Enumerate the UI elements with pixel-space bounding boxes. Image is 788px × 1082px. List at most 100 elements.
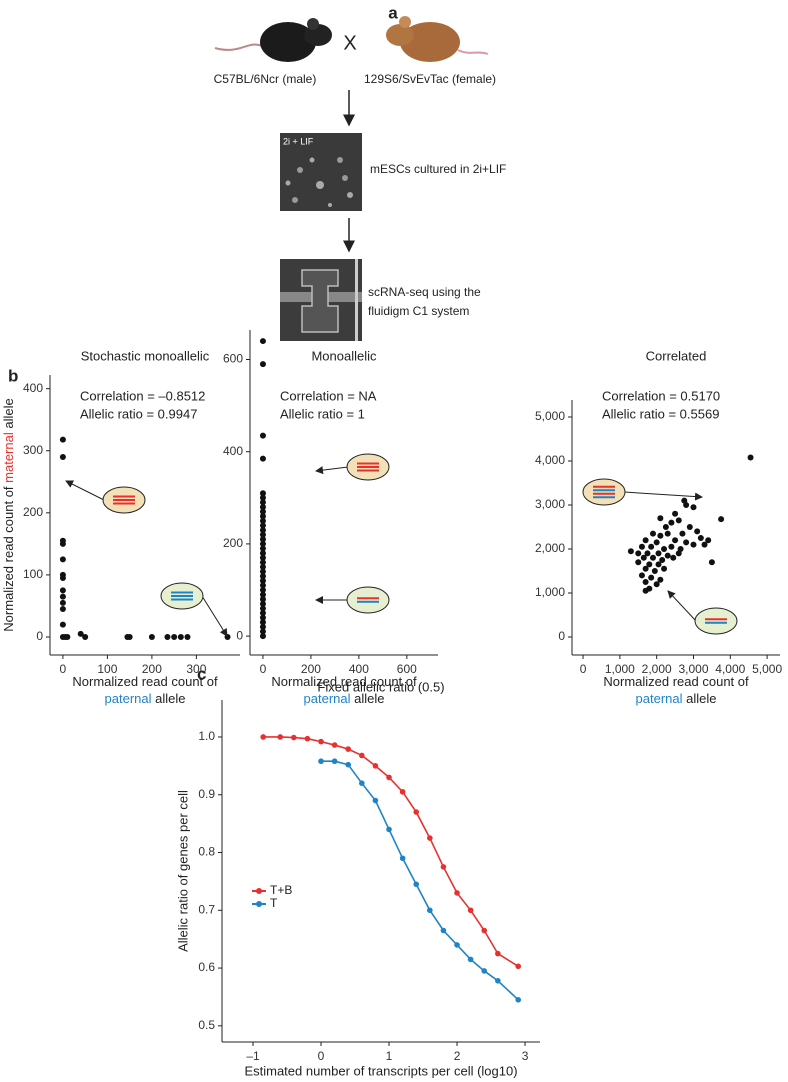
point: [259, 582, 266, 589]
label-part: allele: [351, 691, 385, 706]
point: [386, 826, 392, 833]
point: [259, 550, 266, 557]
x-tick-label: 0: [318, 1049, 325, 1063]
point: [59, 606, 66, 613]
y-tick-label: 0.6: [198, 960, 215, 974]
point: [372, 797, 379, 804]
point: [259, 338, 266, 345]
point: [648, 543, 655, 550]
point: [515, 997, 522, 1003]
x-tick-label: 1: [386, 1049, 393, 1063]
callout-arrow: [315, 466, 349, 475]
axis-label: Normalized read count of maternal allele: [1, 398, 16, 631]
x-tick-label: 0: [260, 662, 267, 676]
axis-label: Normalized read count of: [72, 674, 218, 689]
point: [668, 543, 675, 550]
point: [467, 907, 474, 914]
x-tick-label: 5,000: [752, 662, 782, 676]
x-tick-label: 200: [142, 662, 162, 676]
y-axis-label: Allelic ratio of genes per cell: [175, 790, 190, 952]
point: [224, 633, 231, 640]
point: [690, 541, 697, 548]
y-tick-label: 3,000: [535, 497, 565, 511]
point: [657, 576, 664, 583]
label-part: paternal: [304, 691, 351, 706]
callout-arrow: [667, 590, 697, 622]
point: [427, 907, 433, 914]
x-tick-label: 0: [580, 662, 587, 676]
point: [59, 436, 66, 443]
point: [627, 548, 634, 555]
point: [664, 530, 671, 537]
y-tick-label: 200: [23, 505, 43, 519]
point: [259, 591, 266, 598]
brown-mouse: [386, 16, 489, 62]
point: [694, 528, 701, 535]
point: [259, 600, 266, 607]
point: [59, 540, 66, 547]
point: [690, 504, 697, 511]
point: [672, 510, 679, 517]
point: [331, 742, 338, 748]
point: [259, 536, 266, 543]
label-part: Normalized read count of: [1, 483, 16, 632]
point: [642, 537, 649, 544]
point: [259, 455, 266, 462]
axis-label: Normalized read count of: [271, 674, 417, 689]
point: [648, 574, 655, 581]
point: [177, 633, 184, 640]
point: [259, 563, 266, 570]
point: [260, 734, 267, 740]
point: [259, 596, 266, 603]
annotation: Correlation = –0.8512: [80, 388, 205, 403]
y-tick-label: 2,000: [535, 541, 565, 555]
y-tick-label: 600: [223, 352, 243, 366]
axis-label: paternal allele: [304, 691, 385, 706]
point: [675, 550, 682, 557]
point: [259, 587, 266, 593]
point: [331, 758, 338, 765]
point: [640, 554, 647, 561]
x-tick-label: 600: [397, 662, 417, 676]
chart-title: Correlated: [646, 348, 707, 363]
annotation: Correlation = NA: [280, 388, 377, 403]
label-part: allele: [1, 398, 16, 432]
axis-label: paternal allele: [636, 691, 717, 706]
point: [259, 490, 266, 497]
point: [670, 554, 677, 561]
point: [259, 610, 266, 617]
annotation: Allelic ratio = 0.5569: [602, 406, 719, 421]
point: [708, 559, 715, 566]
point: [359, 752, 365, 759]
callout-arrow: [623, 491, 703, 501]
point: [635, 550, 642, 557]
point: [683, 501, 690, 508]
x-tick-label: 3: [522, 1049, 529, 1063]
x-tick-label: 300: [186, 662, 206, 676]
strain-label: C57BL/6Ncr (male): [214, 72, 317, 86]
point: [413, 881, 420, 888]
point: [657, 532, 664, 539]
panel-label: a: [388, 3, 398, 22]
point: [259, 508, 266, 515]
legend-marker: [256, 888, 262, 894]
annotation: Correlation = 0.5170: [602, 388, 720, 403]
point: [718, 516, 725, 523]
y-tick-label: 1.0: [198, 729, 215, 743]
cross: X: [343, 32, 356, 54]
point: [345, 761, 352, 768]
label-part: Normalized read count of: [72, 674, 218, 689]
y-tick-label: 0: [236, 628, 243, 642]
legend-label: T+B: [270, 883, 292, 897]
image-label: 2i + LIF: [283, 136, 314, 146]
y-tick-label: 0.9: [198, 787, 215, 801]
point: [644, 550, 651, 557]
point: [277, 734, 284, 740]
point: [259, 568, 266, 575]
point: [683, 539, 690, 546]
point: [495, 950, 501, 957]
point: [638, 543, 645, 550]
point: [259, 633, 266, 640]
point: [59, 599, 66, 606]
x-tick-label: 4,000: [715, 662, 745, 676]
